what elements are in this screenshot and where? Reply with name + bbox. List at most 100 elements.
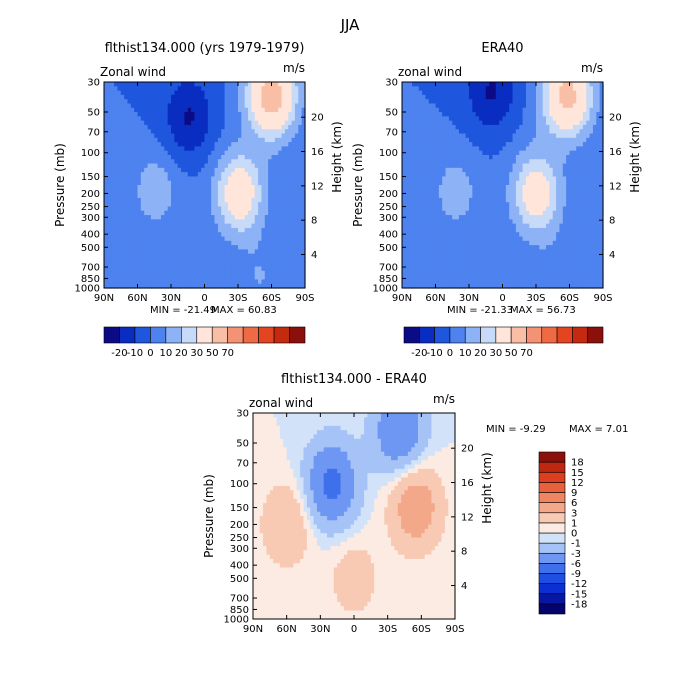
heatmap-cell — [191, 185, 196, 190]
heatmap-cell — [107, 142, 112, 147]
heatmap-cell — [167, 82, 172, 87]
heatmap-cell — [117, 185, 122, 190]
heatmap-cell — [542, 99, 547, 105]
heatmap-cell — [164, 137, 169, 143]
heatmap-cell — [479, 227, 483, 233]
heatmap-cell — [485, 193, 490, 199]
heatmap-cell — [519, 262, 524, 268]
heatmap-cell — [231, 172, 236, 178]
heatmap-cell — [140, 279, 145, 285]
heatmap-cell — [227, 150, 232, 156]
heatmap-cell — [127, 189, 132, 195]
heatmap-cell — [418, 253, 423, 259]
heatmap-cell — [532, 133, 537, 139]
heatmap-cell — [418, 103, 423, 109]
heatmap-cell — [227, 142, 232, 147]
heatmap-cell — [539, 257, 544, 263]
heatmap-cell — [124, 189, 129, 195]
heatmap-cell — [197, 219, 202, 225]
heatmap-cell — [408, 103, 413, 109]
heatmap-cell — [475, 189, 480, 195]
heatmap-cell — [274, 94, 279, 100]
heatmap-cell — [469, 227, 473, 233]
heatmap-cell — [254, 82, 259, 87]
heatmap-cell — [509, 176, 514, 182]
heatmap-cell — [408, 120, 413, 126]
heatmap-cell — [211, 172, 216, 178]
heatmap-cell — [231, 133, 236, 139]
heatmap-cell — [264, 232, 269, 238]
heatmap-cell — [438, 172, 443, 178]
heatmap-cell — [519, 94, 524, 100]
heatmap-cell — [465, 223, 470, 229]
heatmap-cell — [448, 215, 453, 220]
heatmap-cell — [241, 116, 246, 122]
heatmap-cell — [171, 167, 175, 173]
heatmap-cell — [509, 103, 514, 109]
heatmap-cell — [482, 197, 487, 203]
heatmap-cell — [408, 215, 413, 220]
heatmap-cell — [244, 159, 249, 165]
heatmap-cell — [201, 142, 206, 147]
heatmap-cell — [522, 159, 527, 165]
heatmap-cell — [241, 137, 246, 143]
heatmap-cell — [462, 146, 467, 152]
heatmap-cell — [221, 283, 226, 289]
heatmap-cell — [472, 103, 477, 109]
heatmap-cell — [452, 283, 457, 289]
heatmap-cell — [264, 249, 269, 255]
heatmap-cell — [442, 197, 447, 203]
heatmap-cell — [465, 82, 470, 87]
heatmap-cell — [402, 240, 406, 246]
heatmap-cell — [522, 129, 527, 135]
heatmap-cell — [536, 210, 540, 216]
heatmap-cell — [438, 112, 443, 117]
heatmap-cell — [438, 94, 443, 100]
heatmap-cell — [127, 275, 132, 281]
heatmap-cell — [124, 90, 129, 96]
heatmap-cell — [458, 116, 463, 122]
heatmap-cell — [251, 116, 256, 122]
heatmap-cell — [536, 275, 540, 281]
heatmap-cell — [519, 159, 524, 165]
heatmap-cell — [458, 245, 463, 250]
heatmap-cell — [127, 253, 132, 259]
heatmap-cell — [248, 154, 252, 160]
heatmap-cell — [197, 86, 202, 92]
heatmap-cell — [251, 82, 256, 87]
heatmap-cell — [164, 99, 169, 105]
heatmap-cell — [458, 253, 463, 259]
heatmap-cell — [499, 193, 504, 199]
heatmap-cell — [465, 99, 470, 105]
heatmap-cell — [408, 129, 413, 135]
heatmap-cell — [448, 137, 453, 143]
heatmap-cell — [301, 210, 306, 216]
heatmap-cell — [405, 163, 410, 169]
heatmap-cell — [234, 206, 239, 212]
heatmap-cell — [251, 202, 256, 208]
heatmap-cell — [458, 249, 463, 255]
heatmap-cell — [187, 94, 192, 100]
heatmap-cell — [147, 279, 152, 285]
heatmap-cell — [438, 142, 443, 147]
heatmap-cell — [207, 176, 212, 182]
heatmap-cell — [425, 129, 430, 135]
heatmap-cell — [174, 150, 179, 156]
heatmap-cell — [171, 120, 175, 126]
heatmap-cell — [294, 99, 299, 105]
heatmap-cell — [291, 240, 296, 246]
heatmap-cell — [452, 249, 457, 255]
heatmap-cell — [509, 94, 514, 100]
heatmap-cell — [160, 112, 165, 117]
heatmap-cell — [412, 103, 416, 109]
heatmap-cell — [428, 124, 433, 130]
heatmap-cell — [224, 124, 229, 130]
heatmap-cell — [278, 163, 283, 169]
heatmap-cell — [472, 279, 477, 285]
heatmap-cell — [418, 219, 423, 225]
heatmap-cell — [194, 275, 199, 281]
heatmap-cell — [187, 189, 192, 195]
heatmap-cell — [224, 193, 229, 199]
heatmap-cell — [425, 103, 430, 109]
heatmap-cell — [264, 150, 269, 156]
